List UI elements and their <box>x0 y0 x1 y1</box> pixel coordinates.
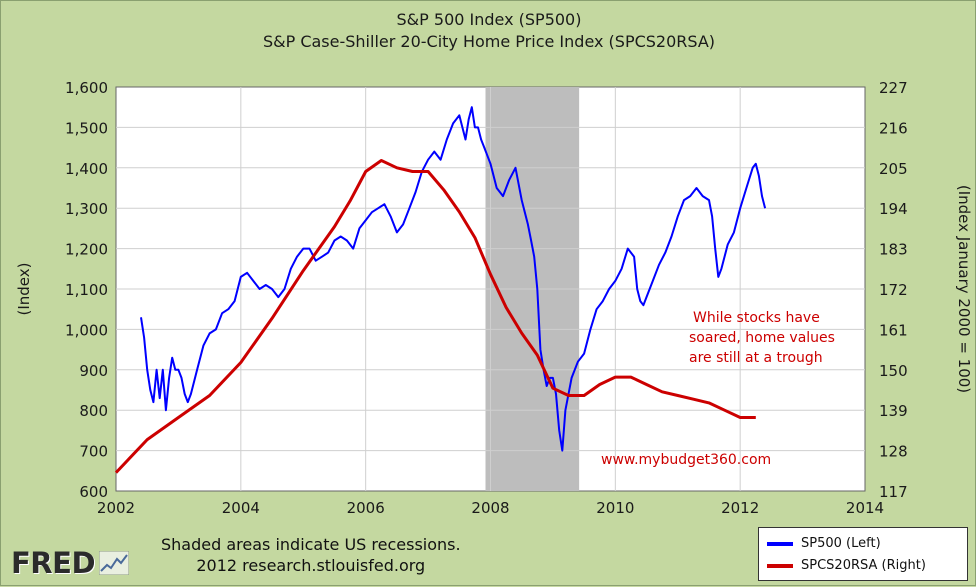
y-axis-left-label: (Index) <box>15 263 33 316</box>
x-tick: 2010 <box>596 499 634 517</box>
legend-swatch-spcs20rsa <box>767 563 793 568</box>
y-tick-right: 205 <box>879 160 908 178</box>
chart-subtitle: S&P Case-Shiller 20-City Home Price Inde… <box>263 32 715 51</box>
annotation-website: www.mybudget360.com <box>601 452 771 468</box>
y-tick-left: 700 <box>79 443 108 461</box>
series-line-sp500 <box>140 106 767 452</box>
y-tick-right: 183 <box>879 241 908 259</box>
y-tick-left: 1,100 <box>65 281 108 299</box>
y-tick-right: 194 <box>879 200 908 218</box>
legend-swatch-sp500 <box>767 541 793 546</box>
y-tick-right: 128 <box>879 443 908 461</box>
y-tick-left: 1,400 <box>65 160 108 178</box>
x-tick: 2004 <box>222 499 260 517</box>
x-tick: 2014 <box>846 499 884 517</box>
x-tick: 2002 <box>97 499 135 517</box>
series-line-spcs20rsa <box>114 159 756 474</box>
y-tick-right: 150 <box>879 362 908 380</box>
legend-item-spcs20rsa: SPCS20RSA (Right) <box>767 558 926 573</box>
y-tick-right: 161 <box>879 321 908 339</box>
y-tick-right: 227 <box>879 79 908 97</box>
x-tick: 2006 <box>347 499 385 517</box>
y-tick-right: 117 <box>879 483 908 501</box>
y-tick-right: 216 <box>879 119 908 137</box>
recession-note-line-2: 2012 research.stlouisfed.org <box>196 556 426 575</box>
legend-label-sp500: SP500 (Left) <box>801 536 881 551</box>
annotation-line-2: soared, home values <box>689 330 835 346</box>
y-tick-left: 900 <box>79 362 108 380</box>
recession-note: Shaded areas indicate US recessions. 201… <box>161 534 461 576</box>
y-tick-left: 600 <box>79 483 108 501</box>
annotation-line-3: are still at a trough <box>689 350 823 366</box>
annotation-line-1: While stocks have <box>693 310 820 326</box>
y-axis-right-label: (Index January 2000 = 100) <box>955 185 973 393</box>
fred-logo-text: FRED <box>11 546 96 580</box>
legend-label-spcs20rsa: SPCS20RSA (Right) <box>801 558 926 573</box>
y-tick-left: 1,000 <box>65 321 108 339</box>
y-tick-left: 800 <box>79 402 108 420</box>
fred-logo: FRED <box>11 546 130 580</box>
legend: SP500 (Left) SPCS20RSA (Right) <box>758 527 968 581</box>
y-tick-left: 1,200 <box>65 241 108 259</box>
fred-chart-icon <box>99 551 130 575</box>
legend-item-sp500: SP500 (Left) <box>767 536 881 551</box>
y-tick-left: 1,500 <box>65 119 108 137</box>
y-tick-right: 172 <box>879 281 908 299</box>
chart-title: S&P 500 Index (SP500) <box>397 10 582 29</box>
y-tick-left: 1,300 <box>65 200 108 218</box>
y-tick-left: 1,600 <box>65 79 108 97</box>
recession-note-line-1: Shaded areas indicate US recessions. <box>161 535 461 554</box>
y-tick-right: 139 <box>879 402 908 420</box>
x-tick: 2012 <box>721 499 759 517</box>
x-tick: 2008 <box>471 499 509 517</box>
